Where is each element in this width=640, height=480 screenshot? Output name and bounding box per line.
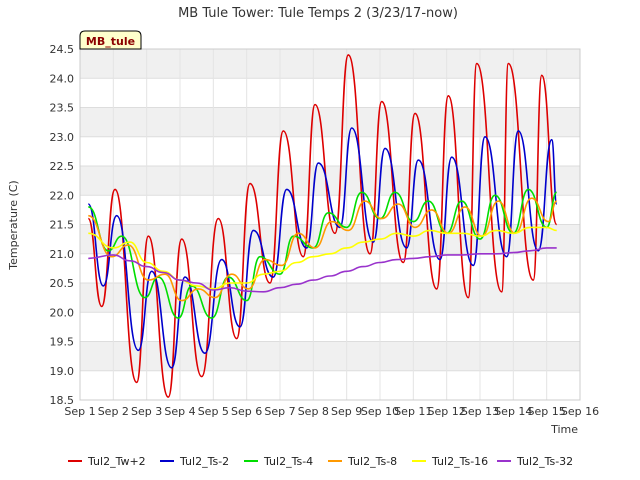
x-tick-label: Sep 1: [64, 405, 95, 418]
x-tick-label: Sep 6: [231, 405, 262, 418]
x-tick-label: Sep 13: [461, 405, 499, 418]
y-tick-label: 22.0: [50, 189, 75, 202]
x-tick-label: Sep 4: [164, 405, 195, 418]
station-label: MB_tule: [86, 35, 135, 48]
series-line-tul2-ts-4: [87, 188, 558, 319]
y-tick-label: 23.0: [50, 131, 75, 144]
x-tick-label: Sep 11: [394, 405, 432, 418]
series-line-tul2-tw-2: [87, 54, 558, 398]
legend: Tul2_Tw+2 Tul2_Ts-2 Tul2_Ts-4 Tul2_Ts-8 Tul2…: [68, 455, 573, 468]
plot-band: [80, 224, 580, 254]
legend-label: Tul2_Tw+2: [87, 455, 146, 468]
y-axis-title: Temperature (C): [7, 180, 20, 270]
x-tick-label: Sep 7: [264, 405, 295, 418]
x-tick-label: Sep 12: [428, 405, 466, 418]
x-tick-label: Sep 14: [494, 405, 532, 418]
legend-label: Tul2_Ts-16: [431, 455, 488, 468]
plot-band: [80, 312, 580, 342]
y-tick-label: 23.5: [50, 102, 75, 115]
legend-label: Tul2_Ts-4: [263, 455, 313, 468]
legend-label: Tul2_Ts-8: [347, 455, 397, 468]
y-tick-label: 20.0: [50, 306, 75, 319]
plot-band: [80, 370, 580, 400]
x-tick-label: Sep 5: [198, 405, 229, 418]
x-tick-label: Sep 15: [528, 405, 566, 418]
plot-band: [80, 107, 580, 137]
plot-band: [80, 78, 580, 108]
plot-band: [80, 136, 580, 166]
plot-band: [80, 341, 580, 371]
y-tick-label: 21.0: [50, 248, 75, 261]
plot-frame: [79, 48, 581, 401]
station-label-box: MB_tule: [79, 30, 142, 50]
plot-band: [80, 283, 580, 313]
x-tick-label: Sep 9: [331, 405, 362, 418]
y-tick-label: 24.5: [50, 43, 75, 56]
series-lines: [87, 54, 558, 398]
x-tick-label: Sep 2: [98, 405, 129, 418]
y-tick-label: 18.5: [50, 394, 75, 407]
x-tick-label: Sep 10: [361, 405, 399, 418]
plot-band: [80, 49, 580, 79]
y-tick-label: 19.5: [50, 336, 75, 349]
plot-band: [80, 166, 580, 196]
y-tick-label: 20.5: [50, 277, 75, 290]
x-tick-label: Sep 3: [131, 405, 162, 418]
series-line-tul2-ts-8: [88, 197, 558, 302]
legend-label: Tul2_Ts-2: [179, 455, 229, 468]
y-axis-ticks: 18.5 19.0 19.5 20.0 20.5 21.0 21.5 22.0 22.5 23.0…: [50, 43, 75, 407]
x-axis-title: Time: [550, 423, 578, 436]
y-tick-label: 21.5: [50, 219, 75, 232]
legend-label: Tul2_Ts-32: [516, 455, 573, 468]
y-tick-label: 24.0: [50, 72, 75, 85]
series-line-tul2-ts-32: [88, 247, 557, 293]
x-tick-label: Sep 8: [298, 405, 329, 418]
series-line-tul2-ts-2: [87, 127, 558, 369]
chart-title: MB Tule Tower: Tule Temps 2 (3/23/17-now…: [178, 6, 458, 21]
x-tick-label: Sep 16: [561, 405, 599, 418]
x-axis-ticks: Sep 1 Sep 2 Sep 3 Sep 4 Sep 5 Sep 6 Sep 7 Sep 8…: [64, 405, 599, 418]
plot-bands: [80, 49, 580, 400]
y-tick-label: 22.5: [50, 160, 75, 173]
y-tick-label: 19.0: [50, 365, 75, 378]
